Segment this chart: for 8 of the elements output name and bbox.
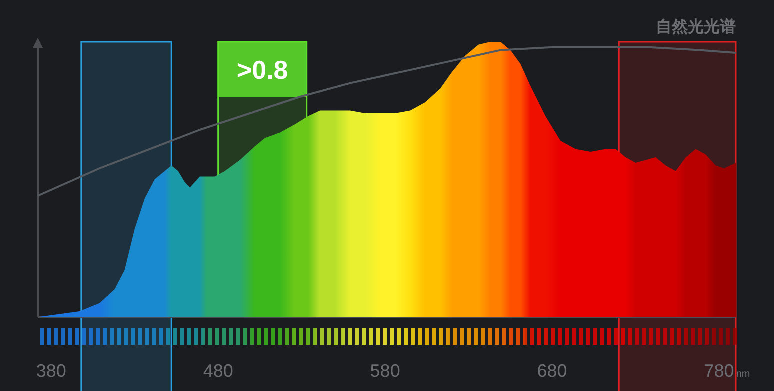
x-tick-label: 480 xyxy=(203,361,234,381)
band-label: >0.8 xyxy=(236,55,288,85)
x-tick-label: 380 xyxy=(36,361,66,381)
x-tick-label: 680 xyxy=(537,361,568,381)
x-axis-title: nm xyxy=(736,369,750,380)
series-label: 自然光光谱 xyxy=(656,18,736,36)
x-tick-label: 780 xyxy=(704,361,734,381)
x-tick-label: 580 xyxy=(370,361,400,381)
